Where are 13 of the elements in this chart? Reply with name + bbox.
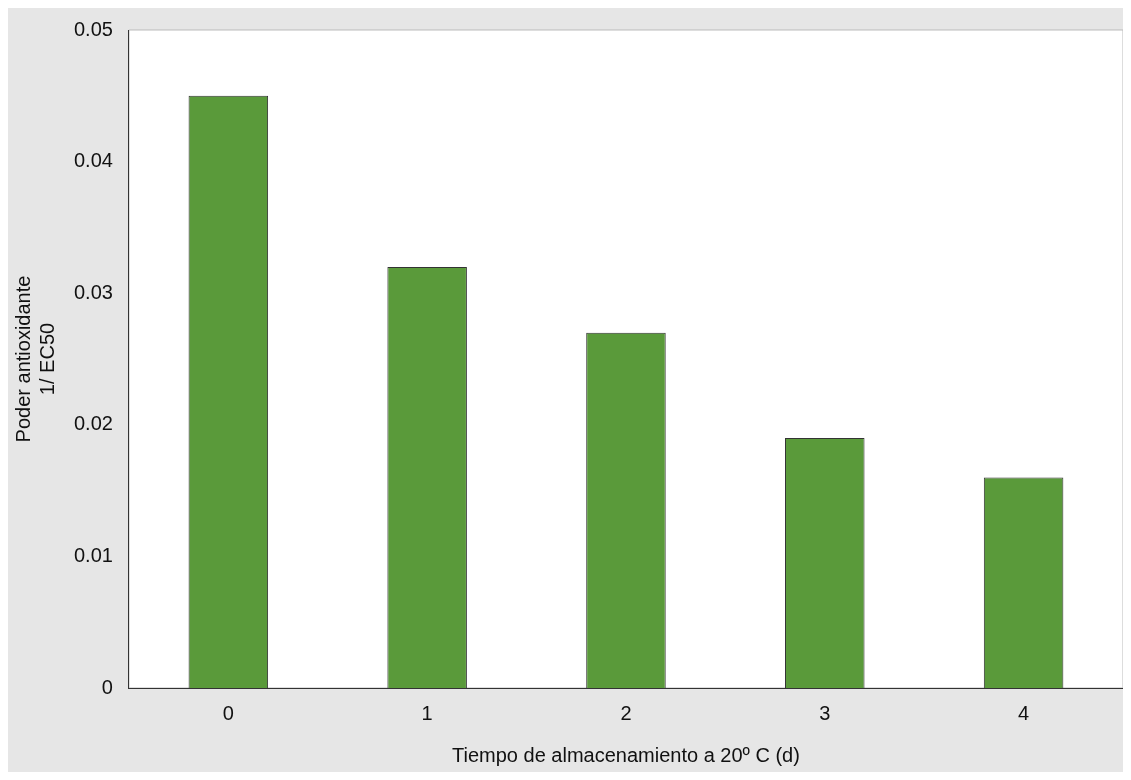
y-tick-label: 0.04: [73, 149, 113, 172]
y-tick-label: 0.02: [73, 412, 113, 435]
y-tick-label: 0.05: [73, 17, 113, 40]
x-axis-title: Tiempo de almacenamiento a 20º C (d): [452, 743, 800, 766]
y-axis-title: Poder antioxidante 1/ EC50: [11, 275, 58, 443]
x-tick-label: 4: [1018, 701, 1030, 724]
x-tick-label: 1: [421, 701, 433, 724]
x-tick-label: 3: [819, 701, 831, 724]
y-tick-label: 0.01: [73, 543, 113, 566]
y-tick-label: 0.03: [73, 280, 113, 303]
y-tick-label: 0: [101, 675, 113, 698]
x-tick-label: 0: [222, 701, 234, 724]
x-tick-label: 2: [620, 701, 632, 724]
